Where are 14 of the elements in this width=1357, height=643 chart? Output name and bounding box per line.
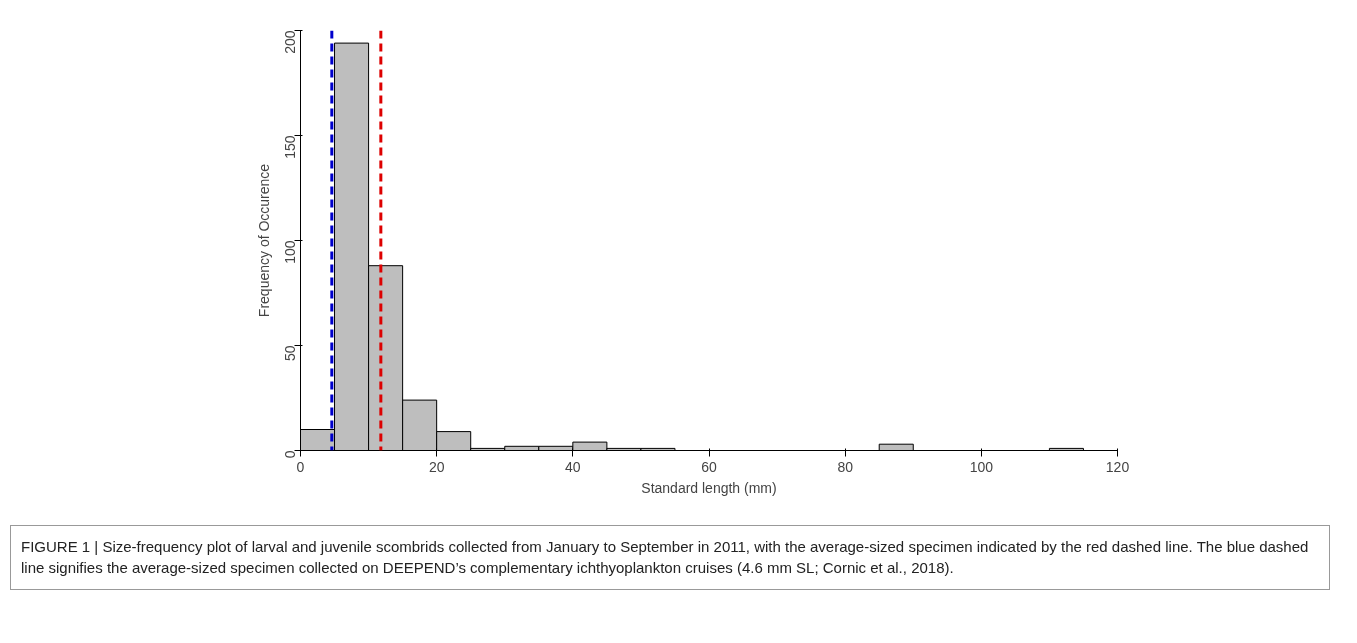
x-tick-label: 80 — [837, 458, 854, 475]
x-tick-label: 100 — [969, 458, 994, 475]
x-axis-title: Standard length (mm) — [641, 479, 777, 496]
y-tick-label: 50 — [281, 345, 298, 362]
caption: FIGURE 1 | Size-frequency plot of larval and juvenile scombrids collected from January to September in 2011, with the average-sized specimen indicated by the red dashed line. The blue dashed line signifies the average-sized specimen collected on DEEPEND’s complementary ichthyoplankton cruises (4.6 mm SL; Cornic et al., 2018). — [21, 537, 1310, 579]
y-tick-label: 100 — [281, 240, 298, 264]
y-axis-title: Frequency of Occurence — [255, 163, 272, 318]
y-tick-label: 0 — [281, 450, 298, 459]
x-tick-label: 60 — [701, 458, 717, 475]
y-tick-label: 150 — [281, 135, 298, 159]
x-tick-label: 120 — [1105, 458, 1130, 475]
x-tick-label: 20 — [428, 458, 445, 475]
y-tick-label: 200 — [281, 30, 298, 54]
x-tick-label: 40 — [565, 458, 581, 475]
